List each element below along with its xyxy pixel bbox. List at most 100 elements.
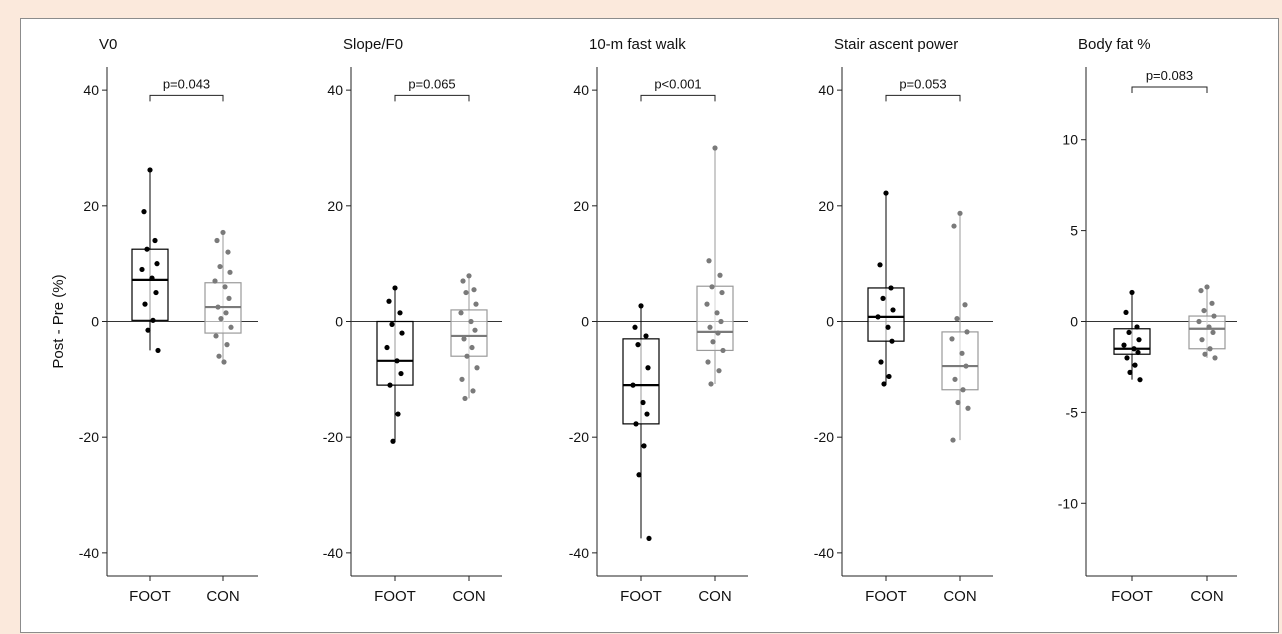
data-point <box>706 258 712 264</box>
y-tick-label: -40 <box>569 545 589 561</box>
data-point <box>957 210 963 216</box>
data-point <box>710 339 716 345</box>
data-point <box>712 145 718 151</box>
x-category-label: CON <box>206 588 239 605</box>
y-tick-label: 0 <box>826 314 834 330</box>
data-point <box>890 307 896 313</box>
data-point <box>397 310 403 316</box>
y-axis-title: Post - Pre (%) <box>50 274 67 368</box>
x-category-label: FOOT <box>129 588 171 605</box>
y-tick-label: 0 <box>335 314 343 330</box>
panel-title: Stair ascent power <box>834 36 958 53</box>
significance-bracket <box>149 94 224 102</box>
data-point <box>389 321 395 327</box>
data-point <box>643 333 649 339</box>
data-point <box>704 301 710 307</box>
box <box>941 331 979 391</box>
significance-bracket <box>394 94 470 102</box>
data-point <box>1198 287 1204 294</box>
data-point <box>719 289 725 296</box>
data-point <box>959 350 965 356</box>
data-point <box>145 327 151 333</box>
y-tick-label: 20 <box>83 198 99 214</box>
box-group <box>450 273 488 402</box>
box <box>376 320 414 386</box>
data-point <box>709 284 715 290</box>
data-point <box>154 261 160 267</box>
data-point <box>950 437 956 443</box>
data-point <box>469 344 475 351</box>
chart-panel: 10-m fast walk 40 20 0 -20 -40 FOOT CON p<0.001 <box>569 36 748 605</box>
data-point <box>212 278 218 284</box>
data-point <box>152 237 158 244</box>
data-point <box>632 324 638 330</box>
data-point <box>225 249 231 255</box>
data-point <box>458 310 464 316</box>
data-point <box>464 353 470 359</box>
y-tick-label: 40 <box>327 82 343 98</box>
data-point <box>708 381 714 387</box>
data-point <box>144 246 150 252</box>
data-point <box>1123 309 1129 316</box>
data-point <box>387 382 393 388</box>
data-point <box>395 411 401 417</box>
data-point <box>707 324 713 330</box>
data-point <box>963 363 969 369</box>
data-point <box>398 370 404 377</box>
data-point <box>955 399 961 406</box>
data-point <box>630 382 636 388</box>
data-point <box>460 278 466 284</box>
data-point <box>141 209 147 215</box>
data-point <box>875 314 881 320</box>
y-tick-label: 20 <box>818 198 834 214</box>
chart-panel: Body fat % 10 5 0 -5 -10 FOOT CON p=0.083 <box>1058 36 1237 605</box>
chart-panel: V0 40 20 0 -20 -40 Post - Pre (%) FOOT CON p=0.04… <box>50 36 258 605</box>
data-point <box>877 262 883 268</box>
data-point <box>1129 289 1135 296</box>
data-point <box>461 336 467 342</box>
significance-bracket <box>1131 86 1208 93</box>
x-category-label: CON <box>698 588 731 605</box>
data-point <box>949 336 955 342</box>
data-point <box>881 381 887 387</box>
y-tick-label: 20 <box>327 198 343 214</box>
y-tick-label: -20 <box>569 429 589 445</box>
data-point <box>1202 351 1208 357</box>
data-point <box>715 330 721 336</box>
y-tick-label: 20 <box>573 198 589 214</box>
box-group <box>622 303 660 542</box>
box <box>867 287 905 342</box>
data-point <box>954 316 960 322</box>
p-value-label: p=0.065 <box>408 76 455 91</box>
data-point <box>640 399 646 406</box>
data-point <box>1209 300 1215 306</box>
data-point <box>951 223 957 229</box>
data-point <box>224 342 230 348</box>
p-value-label: p=0.053 <box>899 76 946 91</box>
panel-title: 10-m fast walk <box>589 36 686 53</box>
data-point <box>1204 284 1210 290</box>
data-point <box>470 388 476 394</box>
data-point <box>1132 362 1138 368</box>
data-point <box>888 285 894 291</box>
data-point <box>392 285 398 291</box>
chart-panel: Slope/F0 40 20 0 -20 -40 FOOT CON p=0.065 <box>323 36 502 605</box>
panel-title: Body fat % <box>1078 36 1151 53</box>
y-tick-label: -20 <box>323 429 343 445</box>
box <box>696 285 734 352</box>
data-point <box>390 438 396 444</box>
y-tick-label: -40 <box>323 545 343 561</box>
data-point <box>459 376 465 382</box>
chart-panel: Stair ascent power 40 20 0 -20 -40 FOOT CON p=0.… <box>814 36 993 605</box>
x-category-label: CON <box>943 588 976 605</box>
data-point <box>1196 318 1202 325</box>
box-group <box>696 145 734 387</box>
box <box>1188 315 1226 350</box>
data-point <box>147 167 153 173</box>
data-point <box>142 301 148 307</box>
y-tick-label: -40 <box>79 545 99 561</box>
data-point <box>221 359 227 365</box>
data-point <box>645 365 651 371</box>
data-point <box>889 338 895 344</box>
